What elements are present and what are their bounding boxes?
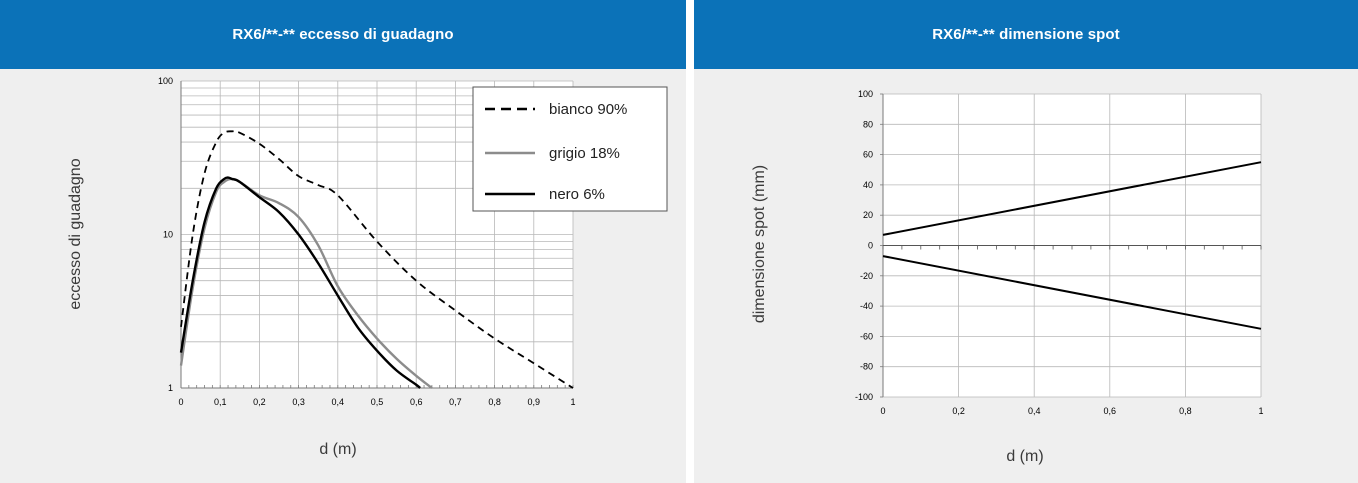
spot-y-tick-label: -100 xyxy=(855,392,873,402)
gain-x-tick-label: 0,6 xyxy=(410,397,423,407)
spot-x-axis-label: d (m) xyxy=(1006,448,1043,465)
gain-y-tick-label: 100 xyxy=(158,76,173,86)
legend-box xyxy=(472,86,668,212)
gain-x-tick-label: 0,2 xyxy=(253,397,266,407)
gain-x-tick-label: 1 xyxy=(570,397,575,407)
legend-label-grigio: grigio 18% xyxy=(549,145,620,162)
spot-y-tick-label: 0 xyxy=(868,241,873,251)
gain-x-tick-label: 0 xyxy=(178,397,183,407)
spot-series xyxy=(882,161,1262,330)
spot-x-tick-label: 0,8 xyxy=(1179,406,1192,416)
spot-y-tick-label: -60 xyxy=(860,331,873,341)
gain-tick-labels: 0 0,1 0,2 0,3 0,4 0,5 0,6 0,7 0,8 0,9 1 1 10 100 xyxy=(158,76,576,407)
gain-chart: 0 0,1 0,2 0,3 0,4 0,5 0,6 0,7 0,8 0,9 1 1 10 100 ecce… xyxy=(67,76,668,458)
spot-x-tick-label: 0,6 xyxy=(1104,406,1117,416)
spot-grid xyxy=(880,93,1262,398)
gain-x-tick-label: 0,1 xyxy=(214,397,227,407)
spot-tick-labels: 0 0,2 0,4 0,6 0,8 1 100 80 60 40 20 0 -20 -40 -60 -80 -1… xyxy=(855,89,1264,416)
legend-label-nero: nero 6% xyxy=(549,186,605,203)
gain-x-tick-label: 0,8 xyxy=(488,397,501,407)
gain-x-tick-label: 0,9 xyxy=(528,397,541,407)
spot-x-tick-label: 0,4 xyxy=(1028,406,1041,416)
spot-y-tick-label: 40 xyxy=(863,180,873,190)
spot-y-tick-label: -20 xyxy=(860,271,873,281)
legend-label-bianco: bianco 90% xyxy=(549,101,627,118)
spot-series-upper xyxy=(882,161,1262,236)
gain-y-axis-label: eccesso di guadagno xyxy=(67,158,84,309)
spot-x-tick-label: 0,2 xyxy=(952,406,965,416)
gain-x-axis-label: d (m) xyxy=(319,441,356,458)
gain-legend: bianco 90% grigio 18% nero 6% xyxy=(472,86,668,212)
spot-chart-panel: RX6/**-** dimensione spot 0 0,2 0,4 0,6 0,8 1… xyxy=(694,0,1358,483)
spot-y-tick-label: 60 xyxy=(863,150,873,160)
gain-x-tick-label: 0,5 xyxy=(371,397,384,407)
gain-x-tick-label: 0,3 xyxy=(292,397,305,407)
spot-y-axis-label: dimensione spot (mm) xyxy=(751,165,768,323)
spot-y-tick-label: 100 xyxy=(858,89,873,99)
spot-x-tick-label: 0 xyxy=(880,406,885,416)
spot-y-tick-label: -40 xyxy=(860,301,873,311)
gain-series xyxy=(179,130,574,389)
spot-chart: 0 0,2 0,4 0,6 0,8 1 100 80 60 40 20 0 -20 -40 -60 -80 -1… xyxy=(751,89,1264,465)
gain-series-nero xyxy=(179,176,421,389)
spot-x-tick-label: 1 xyxy=(1258,406,1263,416)
spot-y-tick-label: 20 xyxy=(863,210,873,220)
gain-chart-title: RX6/**-** eccesso di guadagno xyxy=(0,0,686,69)
spot-series-lower xyxy=(882,255,1262,330)
gain-y-tick-label: 10 xyxy=(163,230,173,240)
gain-chart-panel: RX6/**-** eccesso di guadagno 0 0,1 0,2 0,3… xyxy=(0,0,686,483)
gain-series-bianco xyxy=(180,130,574,389)
gain-series-grigio xyxy=(179,177,433,389)
gain-x-tick-label: 0,7 xyxy=(449,397,462,407)
spot-y-tick-label: -80 xyxy=(860,362,873,372)
spot-y-tick-label: 80 xyxy=(863,119,873,129)
spot-chart-title: RX6/**-** dimensione spot xyxy=(694,0,1358,69)
gain-y-tick-label: 1 xyxy=(168,383,173,393)
gain-x-tick-label: 0,4 xyxy=(332,397,345,407)
